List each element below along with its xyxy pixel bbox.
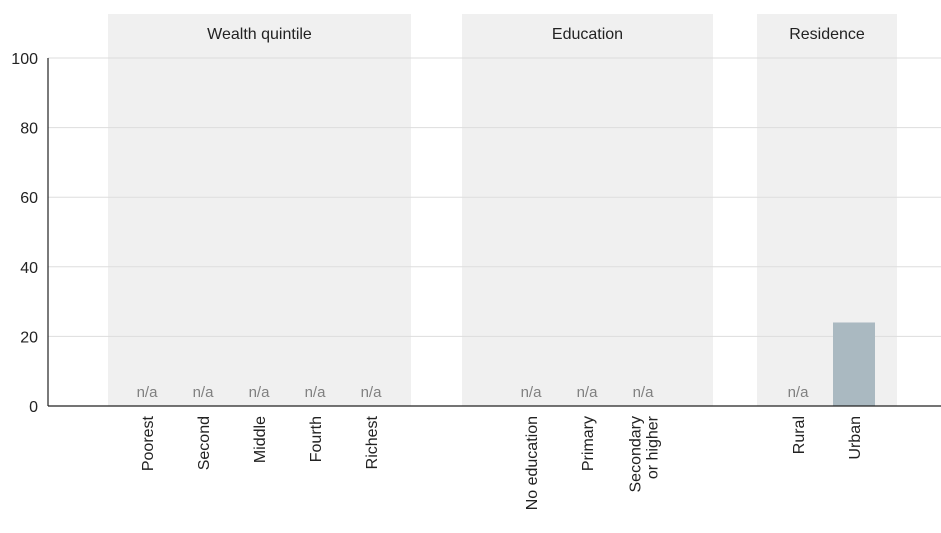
- category-label: Secondaryor higher: [628, 415, 662, 492]
- category-label-line: Fourth: [308, 416, 325, 462]
- na-label: n/a: [137, 384, 159, 401]
- group-label: Education: [552, 26, 623, 43]
- category-label: Second: [196, 416, 213, 470]
- y-tick-label: 20: [20, 329, 38, 346]
- na-label: n/a: [521, 384, 543, 401]
- category-label-line: Middle: [252, 416, 269, 463]
- bar: [833, 322, 875, 406]
- category-label-line: Rural: [791, 416, 808, 454]
- y-tick-label: 0: [29, 399, 38, 416]
- category-label: Urban: [847, 416, 864, 460]
- category-label: Middle: [252, 416, 269, 463]
- group-label: Wealth quintile: [207, 26, 312, 43]
- y-tick-label: 60: [20, 190, 38, 207]
- y-tick-label: 100: [11, 51, 38, 68]
- category-label-line: or higher: [645, 415, 662, 479]
- category-label-line: Richest: [364, 415, 381, 469]
- category-label: Primary: [580, 416, 597, 471]
- na-label: n/a: [633, 384, 655, 401]
- group-background: [757, 14, 897, 406]
- na-label: n/a: [361, 384, 383, 401]
- y-tick-label: 80: [20, 121, 38, 138]
- category-label-line: Secondary: [628, 416, 645, 493]
- category-label: Fourth: [308, 416, 325, 462]
- category-label: No education: [524, 416, 541, 510]
- na-label: n/a: [788, 384, 810, 401]
- group-label: Residence: [789, 26, 865, 43]
- na-label: n/a: [249, 384, 271, 401]
- category-label-line: No education: [524, 416, 541, 510]
- category-label: Richest: [364, 415, 381, 469]
- group-background: [462, 14, 713, 406]
- na-label: n/a: [305, 384, 327, 401]
- category-label-line: Primary: [580, 416, 597, 471]
- category-label: Poorest: [140, 415, 157, 471]
- na-label: n/a: [193, 384, 215, 401]
- group-background: [108, 14, 411, 406]
- y-tick-label: 40: [20, 260, 38, 277]
- category-label: Rural: [791, 416, 808, 454]
- category-label-line: Poorest: [140, 415, 157, 471]
- category-label-line: Second: [196, 416, 213, 470]
- na-label: n/a: [577, 384, 599, 401]
- category-label-line: Urban: [847, 416, 864, 460]
